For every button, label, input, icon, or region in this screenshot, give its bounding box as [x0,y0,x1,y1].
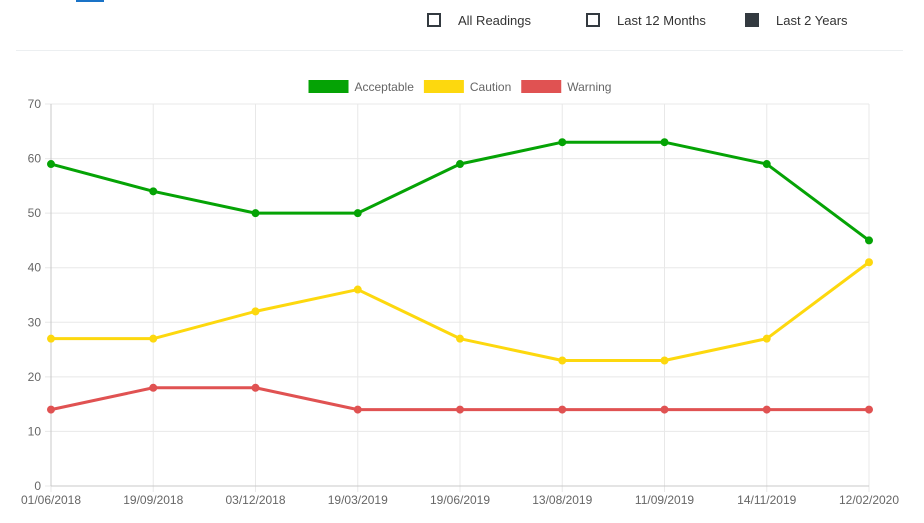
data-point-acceptable [558,138,567,147]
last-12-months-label: Last 12 Months [617,12,706,28]
data-point-acceptable [47,160,55,169]
all-readings-checkbox[interactable] [427,13,441,27]
data-point-caution [558,356,567,365]
data-point-warning [251,383,260,392]
filter-bar: All Readings Last 12 Months Last 2 Years [0,0,924,50]
data-point-caution [865,258,873,267]
x-tick-label: 01/06/2018 [21,493,81,507]
legend-swatch-acceptable [308,80,349,93]
data-point-warning [762,405,771,414]
y-tick-label: 60 [28,152,42,166]
data-point-acceptable [251,209,260,218]
x-tick-label: 14/11/2019 [737,493,796,507]
chart-series [47,138,873,414]
data-point-caution [47,334,55,343]
y-tick-label: 0 [34,479,41,493]
x-tick-label: 11/09/2019 [635,493,694,507]
x-tick-label: 19/03/2019 [328,493,388,507]
data-point-acceptable [865,236,873,245]
data-point-acceptable [762,160,771,169]
data-point-caution [251,307,260,316]
data-point-caution [149,334,158,343]
data-point-caution [762,334,771,343]
data-point-caution [353,285,362,294]
x-tick-label: 12/02/2020 [839,493,899,507]
filter-last-12-months[interactable]: Last 12 Months [586,10,706,30]
x-tick-label: 03/12/2018 [225,493,285,507]
data-point-warning [660,405,669,414]
header-divider [16,50,903,51]
data-point-warning [47,405,55,414]
data-point-warning [865,405,873,414]
data-point-warning [456,405,464,414]
last-2-years-label: Last 2 Years [776,12,848,28]
data-point-acceptable [149,187,158,196]
x-tick-label: 19/06/2019 [430,493,490,507]
legend-label-warning: Warning [567,80,611,94]
chart-legend: Acceptable Caution Warning [308,80,611,94]
all-readings-label: All Readings [458,12,531,28]
last-2-years-checkbox[interactable] [745,13,759,27]
x-tick-label: 19/09/2018 [123,493,183,507]
y-tick-label: 10 [28,424,42,438]
filter-last-2-years[interactable]: Last 2 Years [745,10,848,30]
last-12-months-checkbox[interactable] [586,13,600,27]
y-tick-label: 40 [28,261,42,275]
legend-swatch-warning [521,80,562,93]
chart-axes: 0 10 20 30 40 50 60 70 01/06/2018 19/09/2018 03/12… [21,97,899,507]
data-point-acceptable [353,209,362,218]
data-point-warning [558,405,567,414]
x-tick-label: 13/08/2019 [532,493,592,507]
filter-all-readings[interactable]: All Readings [427,10,531,30]
data-point-caution [660,356,669,365]
data-point-warning [353,405,362,414]
data-point-acceptable [456,160,464,169]
legend-label-acceptable: Acceptable [355,80,415,94]
y-tick-label: 50 [28,206,42,220]
data-point-acceptable [660,138,669,147]
data-point-warning [149,383,158,392]
y-tick-label: 30 [28,315,42,329]
y-tick-label: 70 [28,97,42,111]
data-point-caution [456,334,464,343]
legend-swatch-caution [423,80,464,93]
header-accent [76,0,104,2]
y-tick-label: 20 [28,370,42,384]
legend-label-caution: Caution [470,80,511,94]
